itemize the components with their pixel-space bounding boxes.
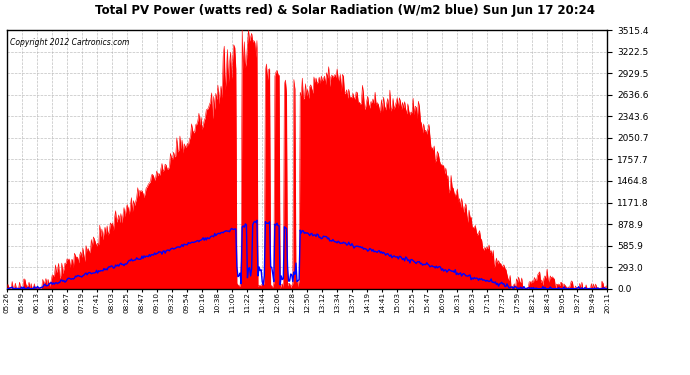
Text: Total PV Power (watts red) & Solar Radiation (W/m2 blue) Sun Jun 17 20:24: Total PV Power (watts red) & Solar Radia…	[95, 4, 595, 17]
Text: Copyright 2012 Cartronics.com: Copyright 2012 Cartronics.com	[10, 38, 129, 47]
